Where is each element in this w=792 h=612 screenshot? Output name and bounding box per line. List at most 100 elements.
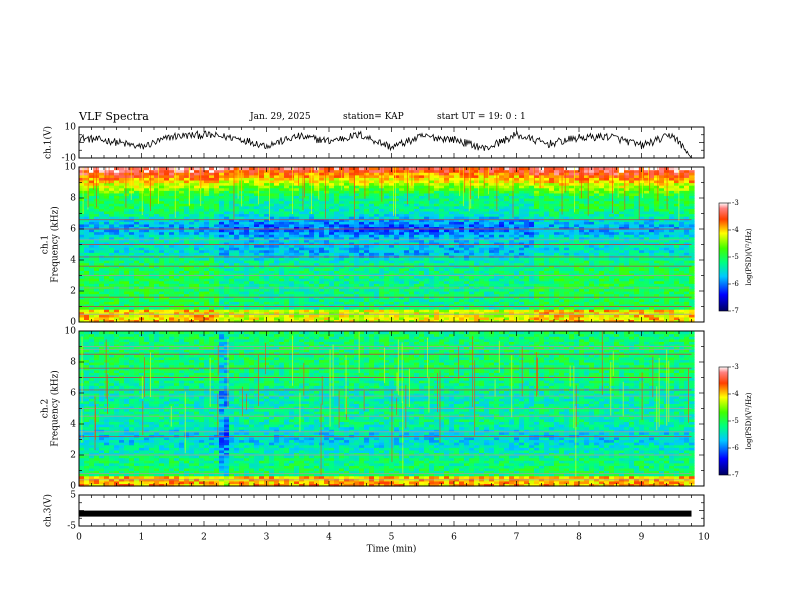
spectrogram-cell <box>84 303 90 308</box>
spectrogram-cell <box>404 298 410 302</box>
spectrogram-cell <box>79 301 85 305</box>
spectrogram-cell <box>394 314 400 318</box>
spectrogram-cell <box>369 298 375 302</box>
spectrogram-cell <box>394 311 400 315</box>
spectrogram-cell <box>414 314 420 318</box>
spectrogram-cell <box>559 311 565 315</box>
spectrogram-cell <box>349 311 355 315</box>
spectrogram-cell <box>274 311 280 315</box>
spectrogram-cell <box>329 319 335 323</box>
spectrogram-cell <box>169 316 175 321</box>
spectrogram-cell <box>104 311 110 315</box>
spectrogram-cell <box>504 314 510 318</box>
spectrogram-cell <box>249 314 255 318</box>
spectrogram-cell <box>274 303 280 308</box>
spectrogram-cell <box>604 301 610 305</box>
spectrogram-cell <box>264 306 270 310</box>
spectrogram-cell <box>504 311 510 315</box>
spectrogram-cell <box>324 311 330 315</box>
spectrogram-cell <box>404 316 410 321</box>
spectrogram-cell <box>534 301 540 305</box>
spectrogram-cell <box>564 309 570 313</box>
spectrogram-cell <box>379 301 385 305</box>
spectrogram-cell <box>649 311 655 315</box>
spectrogram-cell <box>179 311 185 315</box>
spectrogram-cell <box>139 298 145 302</box>
spectrogram-cell <box>349 319 355 323</box>
spectrogram-cell <box>594 319 600 323</box>
spectrogram-cell <box>149 298 155 302</box>
spectrogram-cell <box>519 314 525 318</box>
spectrogram-cell <box>439 301 445 305</box>
spectrogram-cell <box>249 301 255 305</box>
spectrogram-cell <box>334 298 340 302</box>
spectrogram-cell <box>144 303 150 308</box>
spectrogram-cell <box>154 298 160 302</box>
spectrogram-cell <box>609 306 615 310</box>
spectrogram-cell <box>414 311 420 315</box>
spectrogram-cell <box>224 314 230 318</box>
spectrogram-cell <box>614 306 620 310</box>
spectrogram-cell <box>674 301 680 305</box>
ch1-spectrogram-image <box>79 167 695 323</box>
spectrogram-cell <box>624 303 630 308</box>
spectrogram-cell <box>689 303 695 308</box>
spectrogram-cell <box>169 303 175 308</box>
spectrogram-cell <box>194 306 200 310</box>
spectrogram-cell <box>554 306 560 310</box>
spectrogram-cell <box>444 311 450 315</box>
spectrogram-cell <box>324 319 330 323</box>
spectrogram-cell <box>599 306 605 310</box>
spectrogram-cell <box>444 306 450 310</box>
spectrogram-cell <box>409 314 415 318</box>
spectrogram-cell <box>549 316 555 321</box>
spectrogram-cell <box>594 306 600 310</box>
spectrogram-cell <box>424 311 430 315</box>
spectrogram-cell <box>374 309 380 313</box>
spectrogram-cell <box>419 298 425 302</box>
spectrogram-cell <box>429 314 435 318</box>
spectrogram-cell <box>559 314 565 318</box>
spectrogram-cell <box>454 319 460 323</box>
spectrogram-cell <box>164 316 170 321</box>
spectrogram-cell <box>659 319 665 323</box>
spectrogram-cell <box>379 311 385 315</box>
spectrogram-cell <box>224 303 230 308</box>
spectrogram-cell <box>509 316 515 321</box>
spectrogram-cell <box>359 314 365 318</box>
spectrogram-cell <box>199 314 205 318</box>
spectrogram-cell <box>599 301 605 305</box>
spectrogram-cell <box>344 301 350 305</box>
spectrogram-cell <box>484 316 490 321</box>
spectrogram-cell <box>639 309 645 313</box>
spectrogram-cell <box>569 303 575 308</box>
spectrogram-cell <box>134 298 140 302</box>
spectrogram-cell <box>179 301 185 305</box>
spectrogram-cell <box>634 314 640 318</box>
spectrogram-cell <box>294 316 300 321</box>
spectrogram-cell <box>644 319 650 323</box>
spectrogram-cell <box>534 316 540 321</box>
spectrogram-cell <box>289 306 295 310</box>
spectrogram-cell <box>659 301 665 305</box>
spectrogram-cell <box>129 306 135 310</box>
spectrogram-cell <box>429 311 435 315</box>
spectrogram-cell <box>474 303 480 308</box>
spectrogram-cell <box>659 311 665 315</box>
spectrogram-cell <box>594 309 600 313</box>
spectrogram-cell <box>119 316 125 321</box>
spectrogram-cell <box>209 303 215 308</box>
spectrogram-cell <box>564 301 570 305</box>
spectrogram-cell <box>504 301 510 305</box>
spectrogram-cell <box>174 316 180 321</box>
spectrogram-cell <box>219 311 225 315</box>
spectrogram-cell <box>549 309 555 313</box>
spectrogram-cell <box>259 316 265 321</box>
spectrogram-cell <box>224 298 230 302</box>
spectrogram-cell <box>539 301 545 305</box>
spectrogram-cell <box>584 309 590 313</box>
spectrogram-cell <box>554 314 560 318</box>
spectrogram-cell <box>294 309 300 313</box>
spectrogram-cell <box>374 316 380 321</box>
spectrogram-cell <box>529 319 535 323</box>
